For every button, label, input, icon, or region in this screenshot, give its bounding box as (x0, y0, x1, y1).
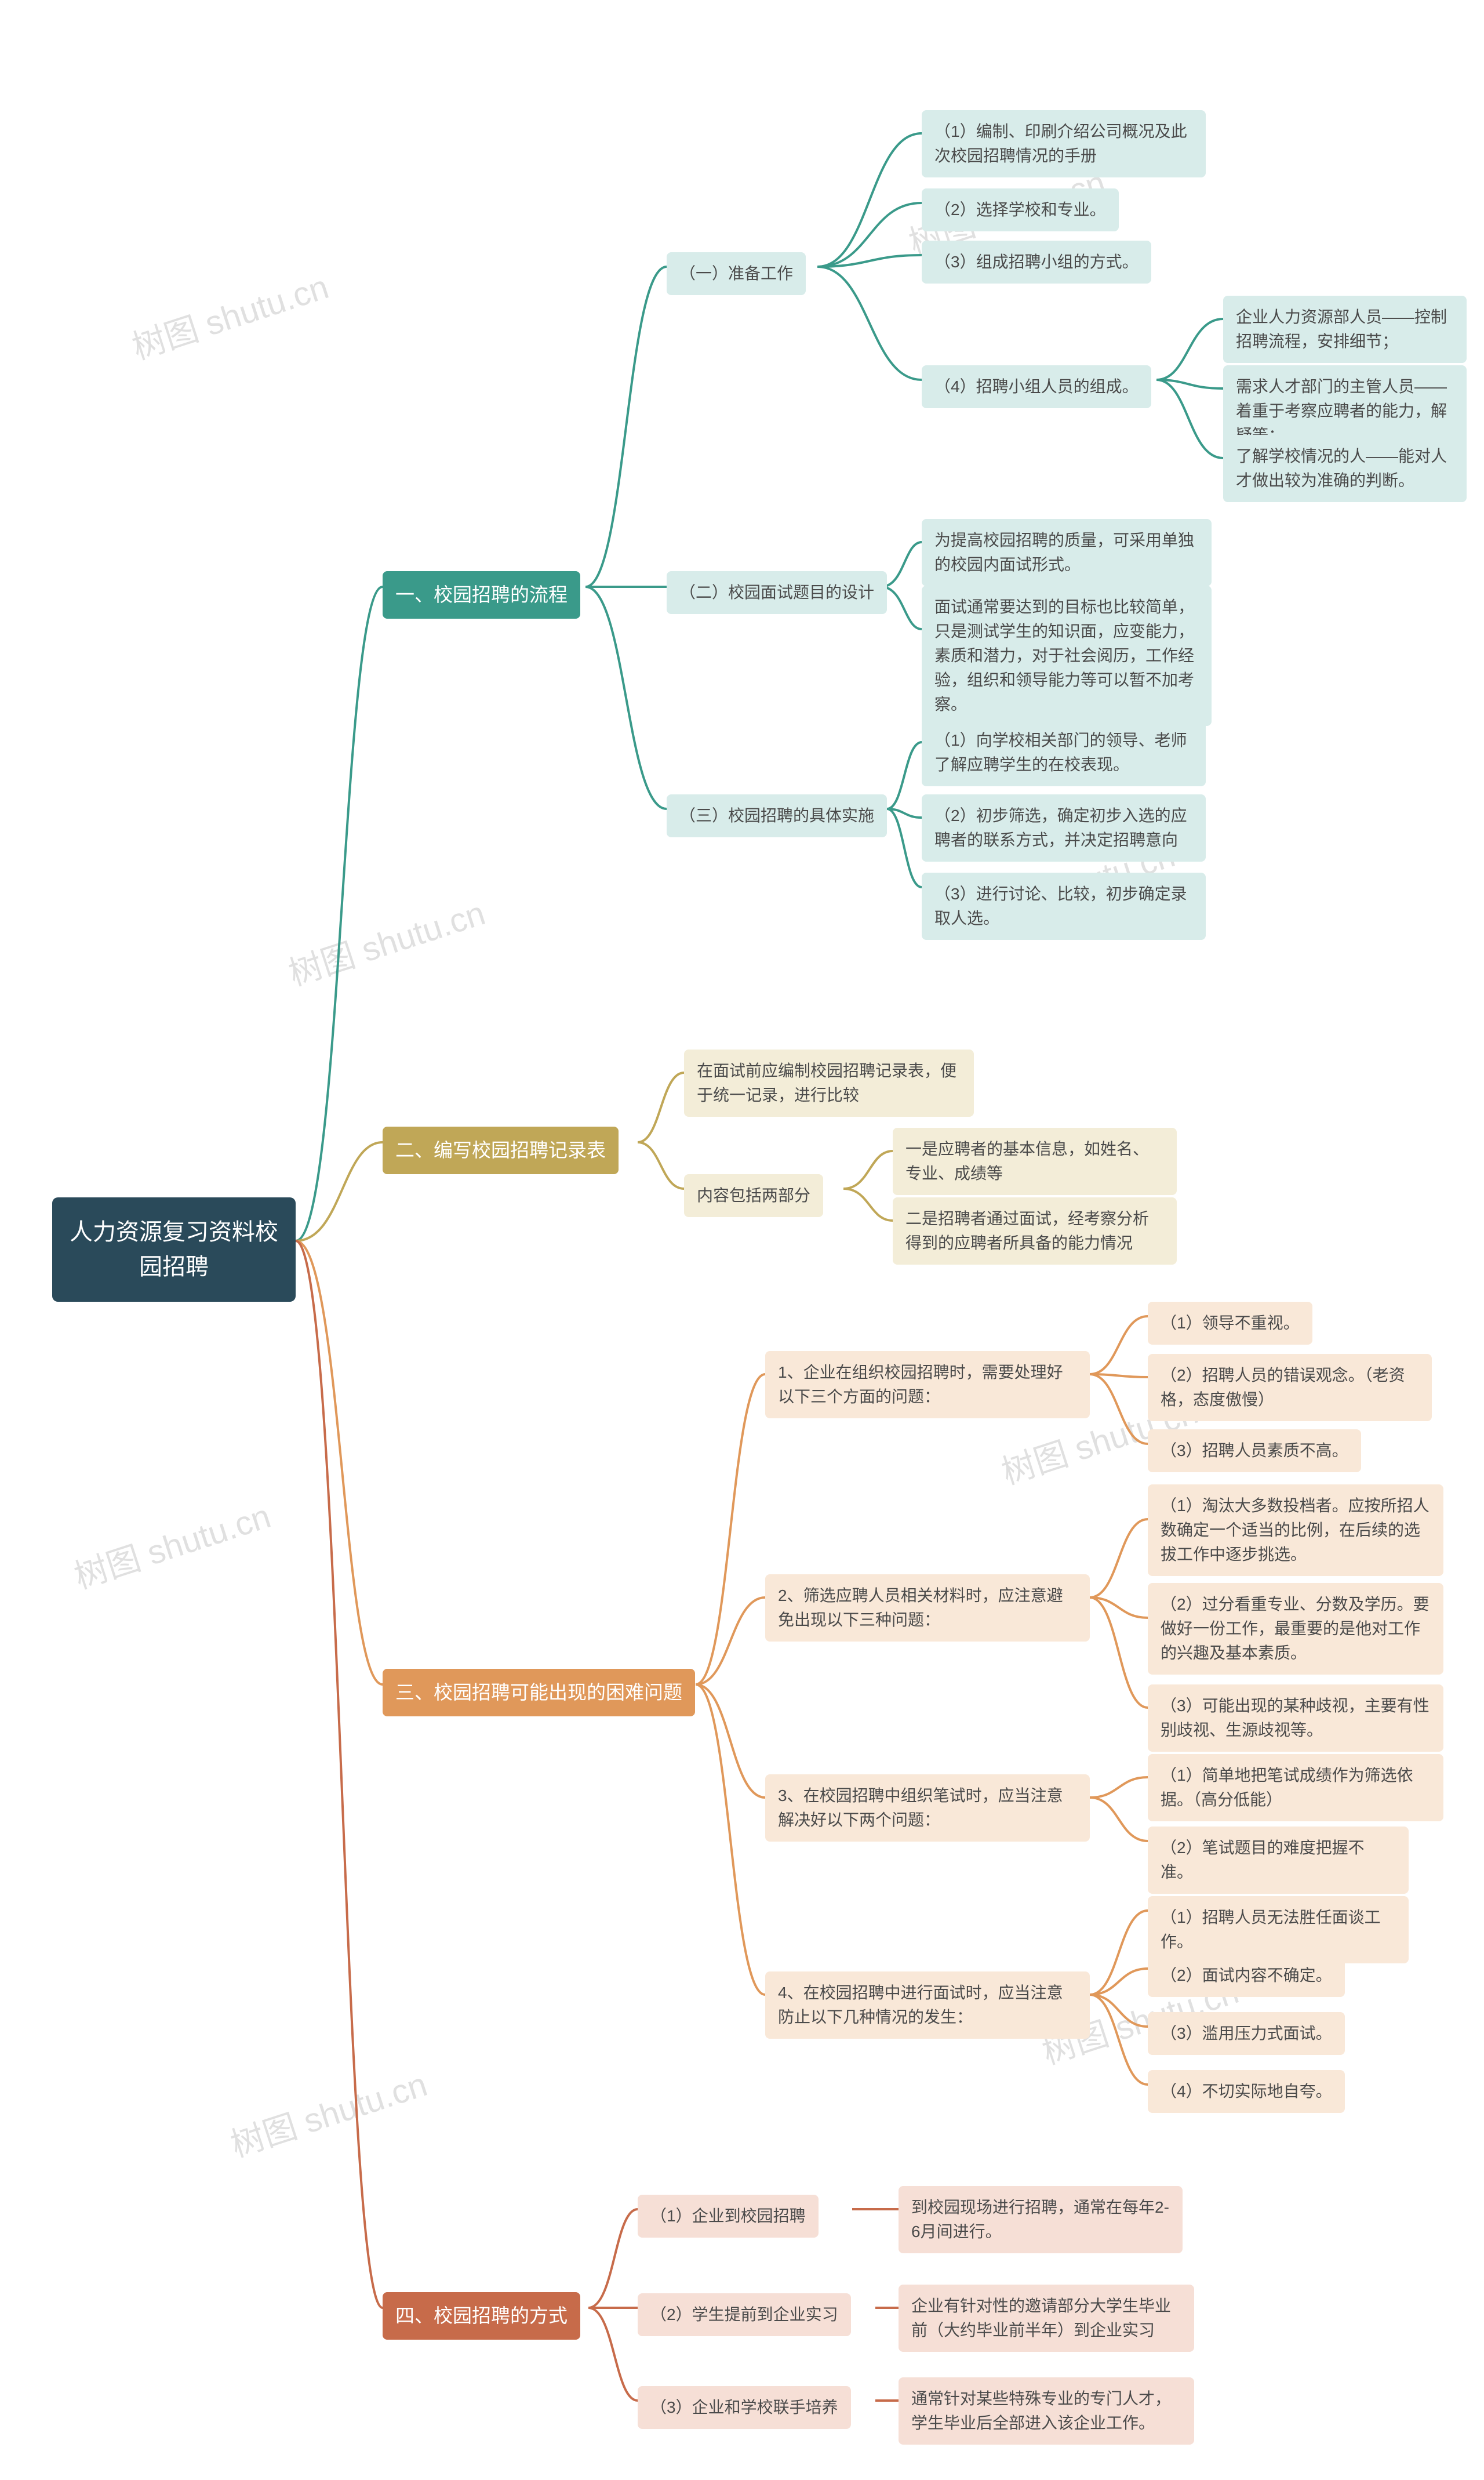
branch-3-2-2: （2）过分看重专业、分数及学历。要做好一份工作，最重要的是他对工作的兴趣及基本素… (1148, 1583, 1443, 1675)
branch-1-3-2: （2）初步筛选，确定初步入选的应聘者的联系方式，并决定招聘意向 (922, 794, 1206, 862)
watermark: 树图 shutu.cn (125, 260, 334, 369)
branch-1-3: （三）校园招聘的具体实施 (667, 794, 887, 837)
branch-3-2-1: （1）淘汰大多数投档者。应按所招人数确定一个适当的比例，在后续的选拔工作中逐步挑… (1148, 1484, 1443, 1576)
branch-2-2-2: 二是招聘者通过面试，经考察分析得到的应聘者所具备的能力情况 (893, 1197, 1177, 1265)
branch-3-1-3: （3）招聘人员素质不高。 (1148, 1429, 1361, 1472)
branch-3: 三、校园招聘可能出现的困难问题 (383, 1669, 695, 1716)
branch-4-1: （1）企业到校园招聘 (638, 2195, 819, 2238)
branch-3-4-2: （2）面试内容不确定。 (1148, 1954, 1345, 1997)
root-node: 人力资源复习资料校园招聘 (52, 1197, 296, 1302)
branch-1-3-3: （3）进行讨论、比较，初步确定录取人选。 (922, 873, 1206, 940)
watermark: 树图 shutu.cn (67, 1489, 276, 1598)
branch-1-1: （一）准备工作 (667, 252, 806, 295)
branch-1-3-1: （1）向学校相关部门的领导、老师了解应聘学生的在校表现。 (922, 719, 1206, 786)
branch-2: 二、编写校园招聘记录表 (383, 1127, 619, 1174)
branch-1: 一、校园招聘的流程 (383, 571, 580, 619)
branch-1-1-4-1: 企业人力资源部人员——控制招聘流程，安排细节； (1223, 296, 1467, 363)
branch-1-1-4: （4）招聘小组人员的组成。 (922, 365, 1151, 408)
watermark: 树图 shutu.cn (224, 2057, 432, 2166)
branch-4-2: （2）学生提前到企业实习 (638, 2293, 851, 2336)
branch-3-3: 3、在校园招聘中组织笔试时，应当注意解决好以下两个问题： (765, 1774, 1090, 1842)
branch-3-1-1: （1）领导不重视。 (1148, 1302, 1312, 1345)
branch-2-2: 内容包括两部分 (684, 1174, 823, 1217)
branch-1-2-2: 面试通常要达到的目标也比较简单，只是测试学生的知识面，应变能力，素质和潜力，对于… (922, 586, 1212, 726)
branch-1-2: （二）校园面试题目的设计 (667, 571, 887, 614)
branch-1-1-4-3: 了解学校情况的人——能对人才做出较为准确的判断。 (1223, 435, 1467, 502)
branch-1-1-3: （3）组成招聘小组的方式。 (922, 241, 1151, 284)
branch-4: 四、校园招聘的方式 (383, 2292, 580, 2340)
branch-4-1-1: 到校园现场进行招聘，通常在每年2-6月间进行。 (899, 2186, 1183, 2253)
branch-1-1-2: （2）选择学校和专业。 (922, 188, 1119, 231)
branch-3-2: 2、筛选应聘人员相关材料时，应注意避免出现以下三种问题： (765, 1574, 1090, 1642)
branch-2-1: 在面试前应编制校园招聘记录表，便于统一记录，进行比较 (684, 1050, 974, 1117)
branch-3-2-3: （3）可能出现的某种歧视，主要有性别歧视、生源歧视等。 (1148, 1684, 1443, 1752)
branch-2-2-1: 一是应聘者的基本信息，如姓名、专业、成绩等 (893, 1128, 1177, 1195)
branch-4-3-1: 通常针对某些特殊专业的专门人才，学生毕业后全部进入该企业工作。 (899, 2377, 1194, 2445)
watermark: 树图 shutu.cn (282, 886, 490, 995)
branch-3-3-1: （1）简单地把笔试成绩作为筛选依据。（高分低能） (1148, 1754, 1443, 1821)
branch-4-3: （3）企业和学校联手培养 (638, 2386, 851, 2429)
branch-3-4-3: （3）滥用压力式面试。 (1148, 2012, 1345, 2055)
branch-1-1-1: （1）编制、印刷介绍公司概况及此次校园招聘情况的手册 (922, 110, 1206, 177)
branch-3-3-2: （2）笔试题目的难度把握不准。 (1148, 1827, 1409, 1894)
branch-3-4: 4、在校园招聘中进行面试时，应当注意防止以下几种情况的发生： (765, 1971, 1090, 2039)
branch-4-2-1: 企业有针对性的邀请部分大学生毕业前（大约毕业前半年）到企业实习 (899, 2285, 1194, 2352)
branch-3-4-1: （1）招聘人员无法胜任面谈工作。 (1148, 1896, 1409, 1963)
branch-3-4-4: （4）不切实际地自夸。 (1148, 2070, 1345, 2113)
branch-1-2-1: 为提高校园招聘的质量，可采用单独的校园内面试形式。 (922, 519, 1212, 586)
branch-3-1-2: （2）招聘人员的错误观念。（老资格，态度傲慢） (1148, 1354, 1432, 1421)
branch-3-1: 1、企业在组织校园招聘时，需要处理好以下三个方面的问题： (765, 1351, 1090, 1418)
